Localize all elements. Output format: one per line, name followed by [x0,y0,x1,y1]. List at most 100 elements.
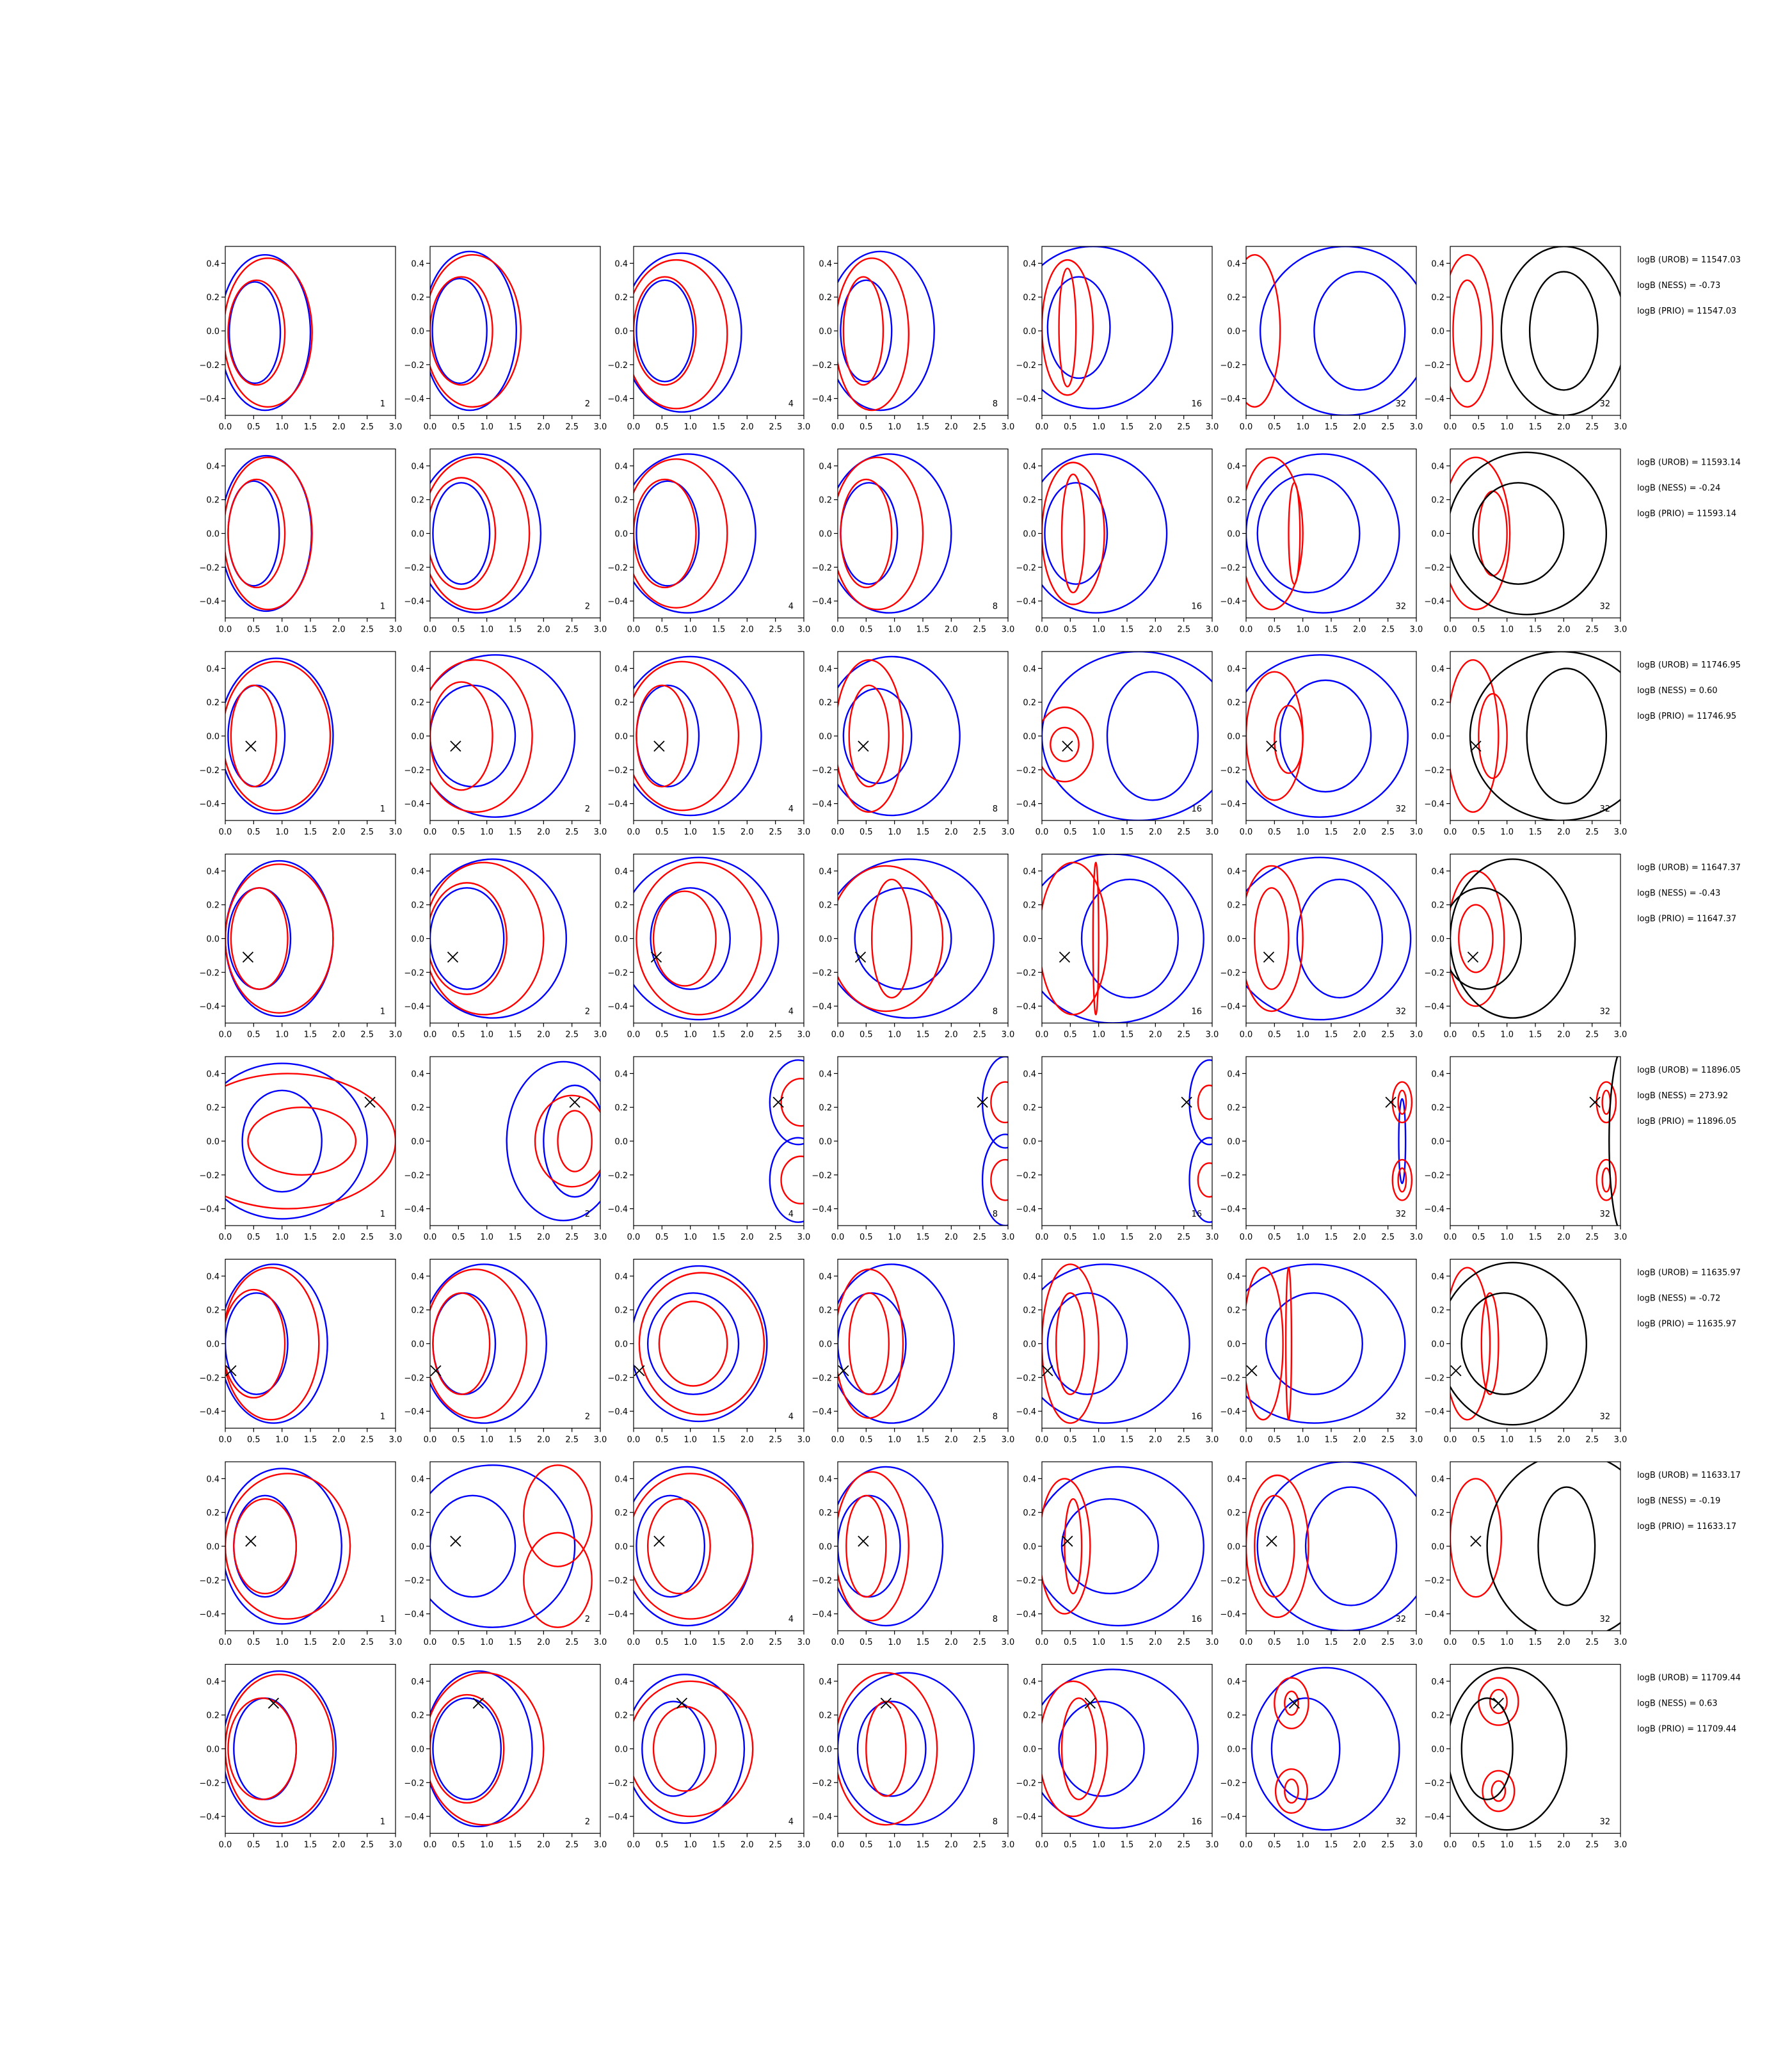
x-tick-label: 0.5 [1472,1030,1485,1040]
red-contour-1 [1042,706,1094,783]
y-tick-label: 0.4 [411,462,424,472]
axes-frame [1450,853,1621,1024]
x-tick-label: 0.5 [452,1841,465,1850]
x-tick-label: 1.5 [1529,625,1542,635]
x-tick-label: 2.5 [1381,625,1395,635]
contour-layer [1246,453,1400,614]
y-tick-label: 0.0 [614,1745,628,1755]
x-tick-label: 0.0 [1036,1638,1049,1647]
x-tick-label: 1.0 [275,1841,289,1850]
x-tick-label: 1.5 [509,1436,522,1445]
y-tick-label: 0.2 [614,293,628,303]
y-tick-label: 0.0 [614,530,628,540]
blue-contour-1 [1246,453,1400,614]
y-tick-label: 0.0 [1227,1340,1240,1350]
contour-layer [225,1670,337,1828]
panel-label: 2 [585,804,590,814]
axes-frame [429,448,601,619]
blue-contour-2 [1060,1498,1159,1595]
x-tick-label: 2.0 [537,625,550,635]
panel-r6-c2: 0.4 0.2 0.0 −0.2 −0.4 0.0 0.5 1.0 1.5 2.0 2.5 3.0 2 [404,1258,607,1445]
x-marker [1246,1365,1258,1377]
y-tick-label: 0.4 [614,867,628,877]
panel-label: 8 [993,1615,998,1624]
x-tick-label: 1.5 [1121,422,1134,432]
axes-frame [633,246,804,416]
blue-contour-2 [1296,878,1384,999]
y-tick-label: 0.2 [411,901,424,911]
y-tick-label: 0.2 [411,1306,424,1316]
x-tick-label: 2.0 [1353,1841,1366,1850]
x-tick-label: 0.5 [452,625,465,635]
x-tick-label: 0.0 [219,1233,232,1242]
x-tick-label: 0.0 [1444,1638,1457,1647]
x-tick-label: 2.0 [1557,1233,1571,1242]
x-tick-label: 1.5 [1121,1030,1134,1040]
x-tick-label: 1.5 [1325,1233,1338,1242]
y-tick-label: −0.4 [1424,800,1444,810]
blue-contour-2 [646,1292,740,1395]
x-tick-label: 1.0 [275,625,289,635]
x-tick-label: 0.5 [1472,1436,1485,1445]
x-marker [447,951,459,963]
panel-r6-c5: 0.4 0.2 0.0 −0.2 −0.4 0.0 0.5 1.0 1.5 2.0 2.5 3.0 16 [1016,1258,1219,1445]
x-tick-label: 3.0 [1410,625,1423,635]
panel-r4-c4: 0.4 0.2 0.0 −0.2 −0.4 0.0 0.5 1.0 1.5 2.0 2.5 3.0 8 [812,853,1014,1040]
x-tick-label: 1.5 [1121,1436,1134,1445]
y-tick-label: 0.0 [819,530,832,540]
blue-contour-1 [1042,1466,1204,1627]
x-tick-label: 2.0 [1557,422,1571,432]
x-tick-label: 0.0 [627,625,641,635]
x-marker [1266,740,1277,752]
panel-r6-c4: 0.4 0.2 0.0 −0.2 −0.4 0.0 0.5 1.0 1.5 2.0 2.5 3.0 8 [812,1258,1014,1445]
logB-annotations: logB (UROB) = 11635.97 logB (NESS) = -0.7… [1637,1268,1741,1329]
x-tick-label: 1.0 [1092,1841,1105,1850]
red-contour-2 [1274,705,1304,774]
x-tick-label: 2.0 [1149,422,1162,432]
y-tick-label: 0.0 [206,530,220,540]
x-tick-label: 0.5 [1268,422,1281,432]
logB-ness-text: logB (NESS) = -0.72 [1637,1294,1720,1304]
y-tick-label: 0.2 [819,1306,832,1316]
red-contour-2 [780,1155,804,1204]
y-tick-label: 0.2 [614,1306,628,1316]
x-tick-label: 2.0 [1557,1436,1571,1445]
x-marker [1059,951,1071,963]
red-contour-1 [225,1267,320,1421]
logB-prio-text: logB (PRIO) = 11647.37 [1637,915,1736,924]
contour-layer [1450,652,1620,820]
x-tick-label: 2.0 [1149,1638,1162,1647]
y-tick-label: 0.4 [1023,664,1036,674]
x-tick-label: 2.0 [740,1638,754,1647]
x-tick-label: 2.5 [769,1638,782,1647]
x-tick-label: 1.5 [509,625,522,635]
black-contour-2 [1528,271,1599,391]
red-contour-2 [842,276,884,386]
x-tick-label: 2.5 [565,1233,579,1242]
x-tick-label: 2.5 [769,625,782,635]
blue-contour-1 [634,252,742,413]
blue-contour-1 [225,860,334,1018]
x-tick-label: 0.5 [1064,625,1077,635]
black-contour-1 [1500,246,1620,415]
panel-r2-c5: 0.4 0.2 0.0 −0.2 −0.4 0.0 0.5 1.0 1.5 2.0 2.5 3.0 16 [1016,448,1219,635]
x-tick-label: 1.5 [916,1841,930,1850]
y-tick-label: 0.2 [1023,1711,1036,1721]
contour-layer [430,858,567,1019]
red-contour-1 [1246,254,1281,408]
blue-contour-1 [1398,1098,1407,1185]
x-tick-label: 0.5 [860,828,873,837]
x-tick-label: 3.0 [1002,1638,1015,1647]
y-tick-label: 0.4 [1023,867,1036,877]
red-contour-2 [1480,1292,1500,1395]
x-tick-label: 1.0 [684,1841,697,1850]
x-tick-label: 1.5 [1529,1436,1542,1445]
y-tick-label: −0.4 [1016,800,1036,810]
red-contour-2 [870,878,913,999]
blue-contour-1 [838,1672,975,1826]
y-tick-label: −0.2 [1424,766,1444,776]
x-tick-label: 2.5 [1177,1233,1190,1242]
x-tick-label: 3.0 [1614,422,1628,432]
panel-label: 32 [1599,1412,1610,1422]
y-tick-label: 0.4 [1431,664,1444,674]
